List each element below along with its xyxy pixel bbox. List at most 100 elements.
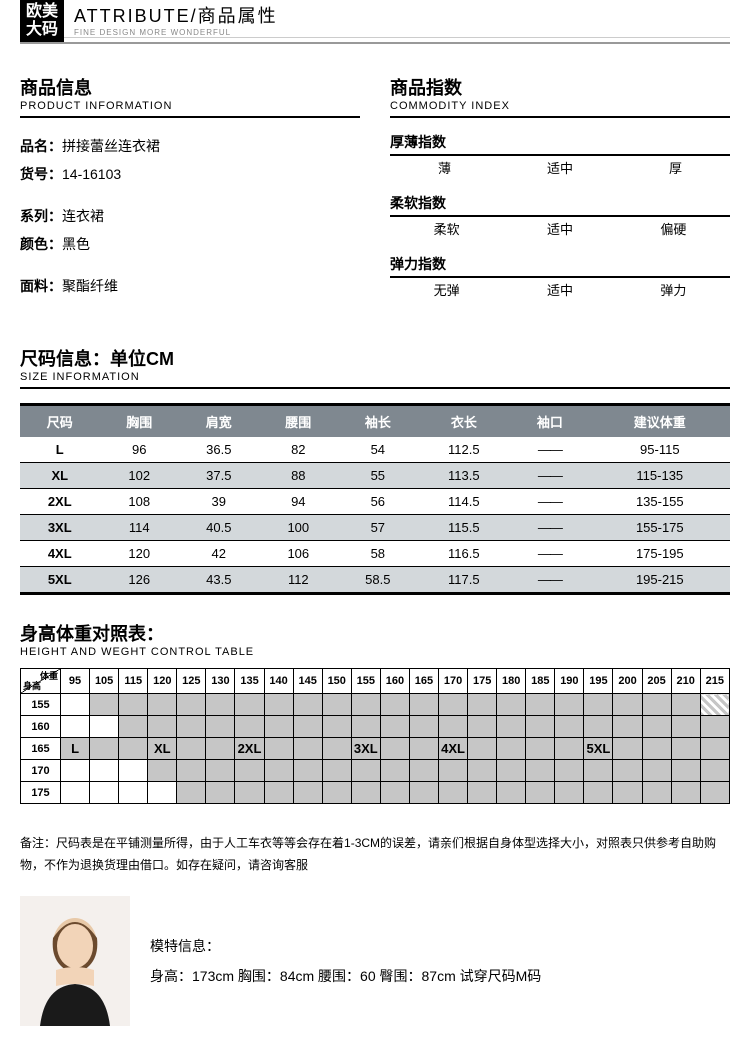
- control-cell: [293, 738, 322, 760]
- size-table-cell: 115-135: [590, 463, 730, 489]
- control-weight-header: 130: [206, 669, 235, 694]
- size-table-cell: 112.5: [418, 437, 511, 463]
- product-info-value: 14-16103: [62, 166, 121, 182]
- product-info-label: 面料：: [20, 278, 62, 294]
- control-cell: [90, 760, 119, 782]
- index-scale: 柔软适中偏硬: [390, 215, 730, 238]
- control-cell: [409, 782, 438, 804]
- size-table-cell: 58.5: [338, 567, 418, 594]
- product-info-label: 货号：: [20, 166, 62, 182]
- control-cell: [119, 782, 148, 804]
- control-cell: [642, 694, 671, 716]
- control-cell: [264, 716, 293, 738]
- control-cell: [61, 760, 90, 782]
- control-weight-header: 140: [264, 669, 293, 694]
- control-cell: [642, 782, 671, 804]
- control-cell: [671, 760, 700, 782]
- control-row: 155: [21, 694, 730, 716]
- size-table-cell: 39: [179, 489, 259, 515]
- product-info-value: 拼接蕾丝连衣裙: [62, 138, 160, 154]
- control-cell: [264, 738, 293, 760]
- control-cell: [293, 760, 322, 782]
- size-table-row: L9636.58254112.5——95-115: [20, 437, 730, 463]
- control-cell: [264, 694, 293, 716]
- index-option: 柔软: [434, 219, 460, 238]
- index-option: 适中: [547, 158, 573, 177]
- size-table-header: 腰围: [259, 405, 339, 438]
- control-row: 160: [21, 716, 730, 738]
- size-table-cell: 113.5: [418, 463, 511, 489]
- control-cell: [380, 716, 409, 738]
- control-cell: [206, 694, 235, 716]
- size-table-cell: 106: [259, 541, 339, 567]
- control-cell: [700, 760, 729, 782]
- control-cell: [671, 738, 700, 760]
- control-cell: [700, 694, 729, 716]
- control-cell: [526, 694, 555, 716]
- control-weight-header: 115: [119, 669, 148, 694]
- model-info: 模特信息： 身高：173cm 胸围：84cm 腰围：60 臀围：87cm 试穿尺…: [20, 896, 730, 1026]
- control-cell: [264, 760, 293, 782]
- brand-badge: 欧美 大码: [20, 0, 64, 42]
- control-cell: [497, 760, 526, 782]
- control-cell: [148, 782, 177, 804]
- control-weight-header: 210: [671, 669, 700, 694]
- size-table-cell: 195-215: [590, 567, 730, 594]
- size-table-cell: 55: [338, 463, 418, 489]
- size-table-cell: 40.5: [179, 515, 259, 541]
- size-table-row: 4XL1204210658116.5——175-195: [20, 541, 730, 567]
- control-cell: [671, 782, 700, 804]
- product-info-item: 颜色：黑色: [20, 230, 360, 258]
- control-cell: [177, 738, 206, 760]
- badge-line1: 欧美: [26, 3, 58, 21]
- control-table: 体重身高951051151201251301351401451501551601…: [20, 668, 730, 804]
- size-info-title-cn: 尺码信息：单位CM: [20, 345, 730, 371]
- size-table-cell: 96: [100, 437, 180, 463]
- size-table-header: 尺码: [20, 405, 100, 438]
- size-table-cell: 114.5: [418, 489, 511, 515]
- control-cell: [671, 716, 700, 738]
- index-label: 厚薄指数: [390, 132, 730, 152]
- size-info-title-en: SIZE INFORMATION: [20, 371, 730, 383]
- control-cell: [555, 738, 584, 760]
- control-title-cn: 身高体重对照表：: [20, 620, 730, 646]
- size-table-cell: 82: [259, 437, 339, 463]
- control-row: 170: [21, 760, 730, 782]
- control-cell: [526, 738, 555, 760]
- control-cell: [613, 738, 642, 760]
- control-cell: [206, 782, 235, 804]
- size-table-cell: ——: [510, 463, 590, 489]
- size-table-cell: ——: [510, 567, 590, 594]
- commodity-index: 商品指数 COMMODITY INDEX 厚薄指数薄适中厚柔软指数柔软适中偏硬弹…: [390, 74, 730, 315]
- index-scale: 薄适中厚: [390, 154, 730, 177]
- control-cell: [90, 694, 119, 716]
- control-cell: 4XL: [439, 738, 468, 760]
- badge-line2: 大码: [26, 21, 58, 39]
- size-table-row: 3XL11440.510057115.5——155-175: [20, 515, 730, 541]
- control-title-en: HEIGHT AND WEGHT CONTROL TABLE: [20, 646, 730, 658]
- control-cell: [409, 694, 438, 716]
- control-cell: [642, 760, 671, 782]
- control-cell: [177, 694, 206, 716]
- control-cell: [468, 760, 497, 782]
- size-table-cell: 155-175: [590, 515, 730, 541]
- control-table-section: 身高体重对照表： HEIGHT AND WEGHT CONTROL TABLE …: [20, 620, 730, 804]
- size-table-cell: 58: [338, 541, 418, 567]
- size-table-cell: 108: [100, 489, 180, 515]
- attribute-title-sub: FINE DESIGN MORE WONDERFUL: [74, 28, 730, 37]
- size-table-header: 建议体重: [590, 405, 730, 438]
- control-cell: [468, 694, 497, 716]
- control-cell: [90, 716, 119, 738]
- index-option: 厚: [669, 158, 682, 177]
- control-cell: [642, 738, 671, 760]
- control-weight-header: 120: [148, 669, 177, 694]
- size-table-cell: 175-195: [590, 541, 730, 567]
- control-cell: [671, 694, 700, 716]
- size-table-cell: 120: [100, 541, 180, 567]
- attribute-title-main: ATTRIBUTE/商品属性: [74, 2, 730, 28]
- size-table-cell: ——: [510, 437, 590, 463]
- product-info-label: 品名：: [20, 138, 62, 154]
- control-cell: [584, 782, 613, 804]
- size-table-header: 衣长: [418, 405, 511, 438]
- size-table-cell: 5XL: [20, 567, 100, 594]
